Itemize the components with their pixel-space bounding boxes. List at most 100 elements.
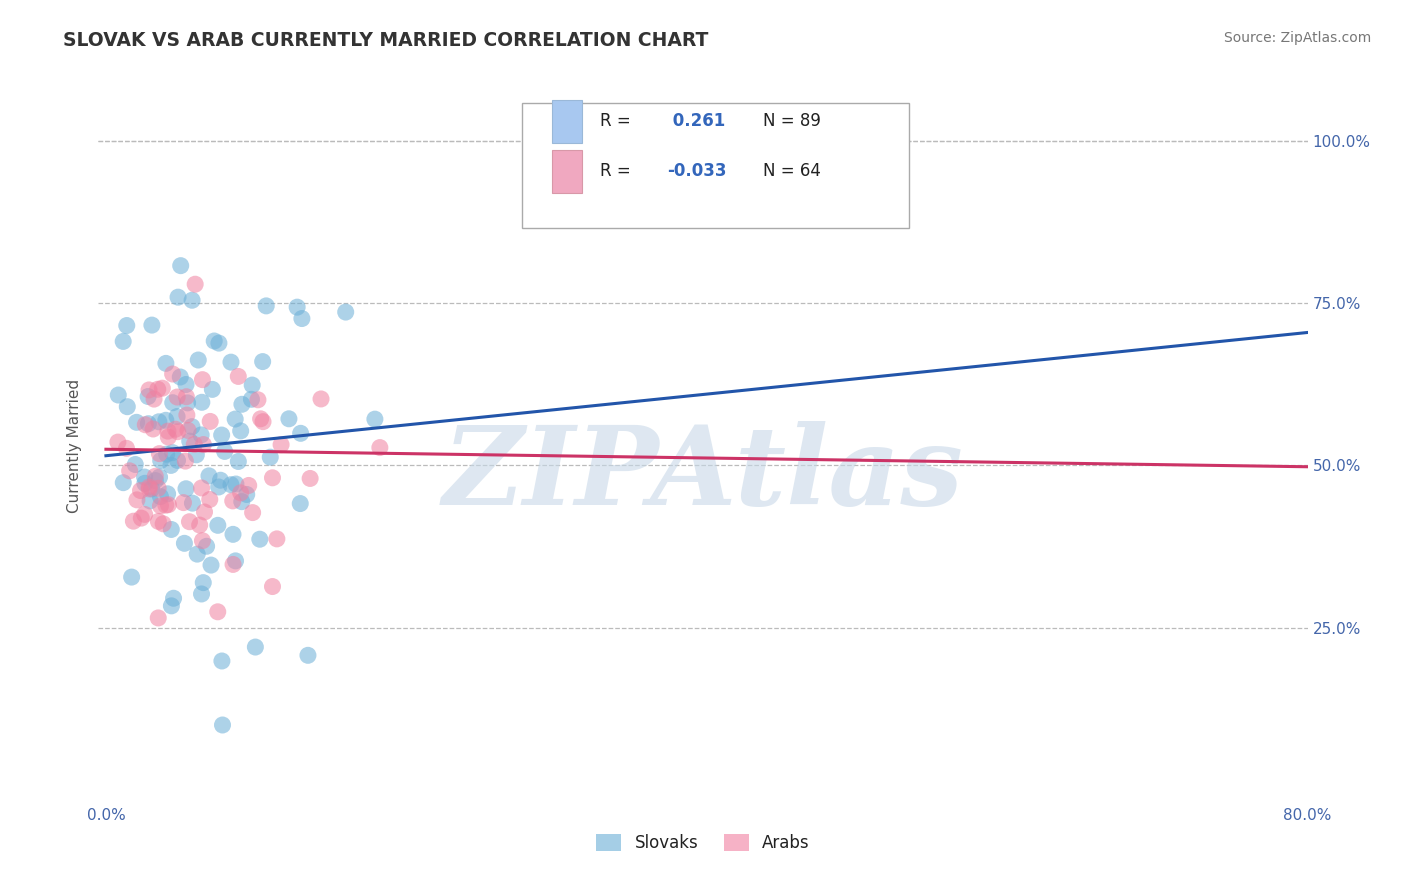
Point bbox=[166, 453, 188, 467]
Point bbox=[198, 492, 221, 507]
Point bbox=[219, 477, 242, 491]
Point bbox=[166, 390, 188, 404]
Point bbox=[181, 496, 204, 510]
Point bbox=[152, 516, 174, 531]
Point bbox=[245, 640, 267, 654]
Text: SLOVAK VS ARAB CURRENTLY MARRIED CORRELATION CHART: SLOVAK VS ARAB CURRENTLY MARRIED CORRELA… bbox=[63, 31, 709, 50]
Point bbox=[254, 299, 277, 313]
Point bbox=[211, 718, 233, 732]
Point bbox=[112, 334, 135, 349]
Y-axis label: Currently Married: Currently Married bbox=[67, 379, 83, 513]
Point bbox=[148, 515, 170, 529]
Point bbox=[186, 547, 208, 561]
Point bbox=[148, 447, 170, 461]
Point bbox=[146, 382, 169, 396]
Point bbox=[186, 448, 208, 462]
Point bbox=[200, 558, 222, 573]
Point bbox=[157, 498, 180, 512]
Point bbox=[157, 430, 180, 444]
Text: 0.261: 0.261 bbox=[666, 112, 725, 130]
Point bbox=[121, 570, 143, 584]
Point bbox=[249, 412, 271, 426]
Point bbox=[184, 277, 207, 292]
Point bbox=[177, 424, 200, 438]
Point bbox=[146, 481, 169, 495]
Point bbox=[201, 383, 224, 397]
Bar bbox=[551, 100, 582, 143]
Point bbox=[155, 413, 177, 427]
Point bbox=[290, 497, 312, 511]
Legend: Slovaks, Arabs: Slovaks, Arabs bbox=[589, 827, 817, 859]
Point bbox=[208, 336, 231, 351]
Point bbox=[172, 495, 194, 509]
Point bbox=[129, 483, 152, 498]
Point bbox=[181, 293, 204, 308]
Point bbox=[134, 470, 156, 484]
Point bbox=[229, 424, 252, 438]
Point bbox=[252, 415, 274, 429]
Point bbox=[148, 415, 170, 429]
Text: -0.033: -0.033 bbox=[666, 162, 727, 180]
Point bbox=[134, 508, 156, 522]
Point bbox=[240, 378, 263, 392]
Point bbox=[162, 367, 184, 381]
Point bbox=[190, 428, 212, 442]
Point bbox=[112, 475, 135, 490]
Point bbox=[193, 575, 215, 590]
Point bbox=[125, 415, 148, 429]
Point bbox=[170, 259, 193, 273]
Point bbox=[181, 419, 204, 434]
Point bbox=[299, 471, 322, 485]
Point bbox=[143, 469, 166, 483]
FancyBboxPatch shape bbox=[522, 103, 908, 228]
Point bbox=[124, 458, 146, 472]
Point bbox=[176, 408, 198, 422]
Point bbox=[211, 654, 233, 668]
Point bbox=[246, 392, 269, 407]
Point bbox=[183, 437, 205, 451]
Point bbox=[262, 580, 284, 594]
Point bbox=[209, 473, 232, 487]
Point bbox=[207, 518, 229, 533]
Point bbox=[176, 396, 198, 410]
Point bbox=[149, 453, 172, 467]
Point bbox=[122, 514, 145, 528]
Text: N = 89: N = 89 bbox=[763, 112, 821, 130]
Text: Source: ZipAtlas.com: Source: ZipAtlas.com bbox=[1223, 31, 1371, 45]
Point bbox=[118, 464, 141, 478]
Text: R =: R = bbox=[600, 162, 637, 180]
Point bbox=[156, 487, 179, 501]
Point bbox=[169, 370, 191, 384]
Point bbox=[125, 492, 148, 507]
Point bbox=[134, 476, 156, 491]
Point bbox=[160, 458, 183, 473]
Point bbox=[309, 392, 332, 406]
Point bbox=[190, 481, 212, 495]
Point bbox=[115, 442, 138, 456]
Point bbox=[115, 318, 138, 333]
Point bbox=[117, 400, 139, 414]
Point bbox=[134, 417, 156, 432]
Point bbox=[252, 354, 274, 368]
Point bbox=[368, 441, 391, 455]
Point bbox=[225, 554, 247, 568]
Point bbox=[222, 494, 245, 508]
Point bbox=[262, 471, 284, 485]
Point bbox=[187, 353, 209, 368]
Point bbox=[202, 334, 225, 348]
Point bbox=[179, 434, 201, 449]
Point bbox=[149, 490, 172, 504]
Point bbox=[224, 412, 246, 426]
Point bbox=[141, 482, 163, 496]
Point bbox=[160, 523, 183, 537]
Point bbox=[162, 395, 184, 409]
Point bbox=[291, 311, 314, 326]
Point bbox=[136, 390, 159, 404]
Point bbox=[191, 395, 214, 409]
Point bbox=[149, 499, 172, 513]
Point bbox=[145, 474, 167, 488]
Point bbox=[225, 477, 247, 491]
Point bbox=[277, 411, 299, 425]
Point bbox=[162, 591, 184, 606]
Point bbox=[259, 450, 281, 465]
